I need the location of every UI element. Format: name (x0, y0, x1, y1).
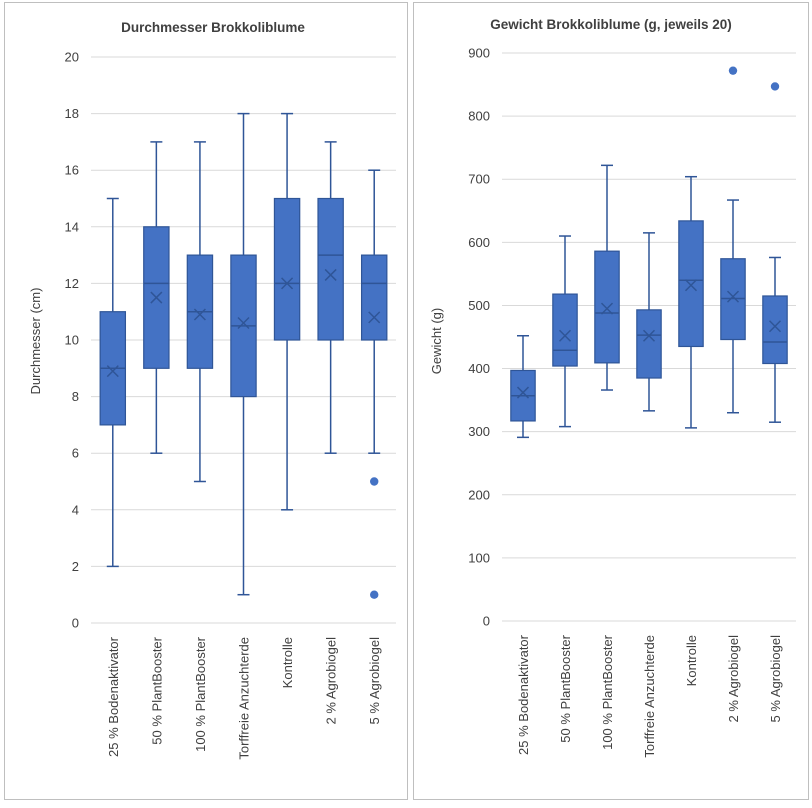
x-category-label: Torffreie Anzuchterde (642, 635, 657, 758)
x-category-label: 50 % PlantBooster (558, 634, 573, 742)
iqr-box (636, 309, 662, 379)
y-tick-label: 600 (468, 235, 490, 250)
mean-marker (324, 268, 337, 281)
y-tick-label: 400 (468, 361, 490, 376)
iqr-box (360, 254, 388, 341)
outlier-point (770, 82, 780, 91)
chart-panel-durchmesser: Durchmesser Brokkoliblume Durchmesser (c… (4, 2, 408, 800)
y-tick-label: 2 (72, 559, 79, 574)
mean-marker (106, 365, 119, 378)
box-group (317, 141, 344, 454)
y-tick-label: 0 (483, 614, 490, 629)
iqr-box (678, 220, 704, 348)
x-category-label: Kontrolle (684, 635, 699, 686)
x-category-label: 2 % Agrobiogel (324, 637, 339, 725)
box-group (230, 112, 257, 596)
mean-marker (558, 329, 572, 342)
chart-gewicht: Gewicht Brokkoliblume (g, jeweils 20) Ge… (429, 17, 796, 758)
y-tick-label: 10 (65, 333, 79, 348)
mean-marker (193, 308, 206, 321)
box-group (99, 197, 127, 568)
chart-title: Gewicht Brokkoliblume (g, jeweils 20) (490, 17, 732, 32)
mean-marker (684, 279, 698, 292)
y-tick-label: 900 (468, 46, 490, 61)
x-category-label: 5 % Agrobiogel (768, 635, 783, 723)
y-tick-label: 700 (468, 172, 490, 187)
y-axis-label: Gewicht (g) (429, 308, 444, 374)
mean-marker (726, 290, 740, 303)
y-tick-label: 4 (72, 502, 79, 517)
x-category-label: Torffreie Anzuchterde (237, 637, 252, 760)
mean-marker (368, 311, 381, 324)
box-group (720, 66, 746, 414)
x-category-label: Kontrolle (280, 637, 295, 688)
x-category-label: 25 % Bodenaktivator (516, 634, 531, 755)
x-category-label: 5 % Agrobiogel (367, 637, 382, 725)
iqr-box (273, 197, 301, 341)
y-tick-label: 20 (65, 50, 79, 65)
y-tick-label: 100 (468, 550, 490, 565)
box-group (636, 232, 662, 412)
mean-marker (281, 277, 294, 290)
y-tick-label: 14 (65, 219, 79, 234)
box-group (143, 141, 170, 454)
box-group (510, 334, 536, 439)
x-category-label: 25 % Bodenaktivator (106, 636, 121, 757)
y-tick-label: 16 (65, 163, 79, 178)
box-group (552, 235, 578, 428)
y-tick-label: 18 (65, 106, 79, 121)
y-tick-label: 6 (72, 446, 79, 461)
chart-title: Durchmesser Brokkoliblume (121, 20, 305, 35)
mean-marker (150, 291, 163, 304)
box-group (273, 112, 301, 511)
y-tick-label: 12 (65, 276, 79, 291)
y-tick-label: 300 (468, 424, 490, 439)
iqr-box (594, 250, 620, 364)
box-group (762, 82, 788, 423)
y-tick-label: 200 (468, 487, 490, 502)
y-tick-label: 500 (468, 298, 490, 313)
y-axis-label: Durchmesser (cm) (28, 288, 43, 395)
y-tick-label: 8 (72, 389, 79, 404)
y-tick-label: 0 (72, 616, 79, 631)
mean-marker (237, 316, 250, 330)
box-group (186, 141, 214, 483)
box-group (594, 164, 620, 391)
outlier-point (370, 590, 379, 599)
box-group (678, 175, 704, 429)
iqr-box (762, 295, 788, 365)
mean-marker (516, 386, 530, 399)
outlier-point (370, 477, 379, 486)
outlier-point (728, 66, 738, 75)
chart-durchmesser: Durchmesser Brokkoliblume Durchmesser (c… (28, 20, 396, 760)
mean-marker (600, 302, 614, 315)
x-category-label: 100 % PlantBooster (600, 634, 615, 750)
x-category-label: 2 % Agrobiogel (726, 635, 741, 723)
mean-marker (642, 329, 656, 342)
iqr-box (143, 226, 170, 369)
iqr-box (317, 197, 344, 341)
mean-marker (768, 320, 782, 333)
box-group (360, 169, 388, 599)
y-tick-label: 800 (468, 109, 490, 124)
x-category-label: 100 % PlantBooster (193, 636, 208, 752)
iqr-box (552, 293, 578, 367)
x-category-label: 50 % PlantBooster (149, 636, 164, 744)
chart-panel-gewicht: Gewicht Brokkoliblume (g, jeweils 20) Ge… (413, 2, 809, 800)
